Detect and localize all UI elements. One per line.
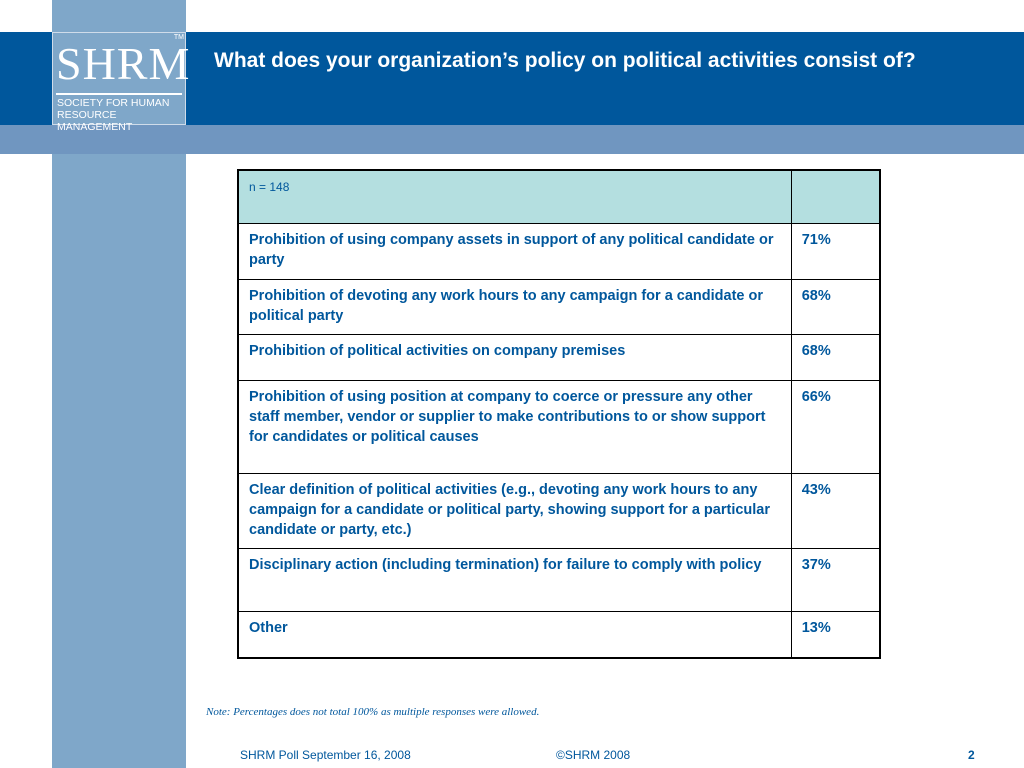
logo-tagline: SOCIETY FOR HUMAN RESOURCE MANAGEMENT (57, 97, 170, 133)
row-label: Prohibition of using company assets in s… (237, 223, 792, 280)
logo-divider (56, 93, 182, 95)
logo-box: TM SHRM SOCIETY FOR HUMAN RESOURCE MANAG… (52, 32, 191, 133)
table-row: Clear definition of political activities… (237, 473, 881, 549)
logo-letters: SHRM (56, 38, 191, 89)
row-label: Prohibition of devoting any work hours t… (237, 279, 792, 335)
header-value-cell (790, 169, 881, 224)
table-row: Prohibition of using position at company… (237, 380, 881, 474)
row-value: 37% (790, 548, 881, 612)
row-label: Clear definition of political activities… (237, 473, 792, 549)
row-label: Disciplinary action (including terminati… (237, 548, 792, 612)
row-value: 71% (790, 223, 881, 280)
table-row: Other 13% (237, 611, 881, 658)
table-row: Prohibition of devoting any work hours t… (237, 279, 881, 335)
footer-source: SHRM Poll September 16, 2008 (240, 748, 411, 762)
row-value: 68% (790, 334, 881, 381)
row-value: 13% (790, 611, 881, 658)
table-row: Prohibition of using company assets in s… (237, 223, 881, 280)
table-header-row: n = 148 (237, 169, 881, 224)
slide-title: What does your organization’s policy on … (214, 49, 916, 72)
page-number: 2 (968, 748, 975, 762)
sub-band (0, 125, 1024, 154)
table-row: Prohibition of political activities on c… (237, 334, 881, 381)
row-value: 68% (790, 279, 881, 335)
results-table-wrapper: n = 148 Prohibition of using company ass… (237, 169, 881, 659)
row-value: 43% (790, 473, 881, 549)
results-table: n = 148 Prohibition of using company ass… (237, 169, 881, 659)
table-row: Disciplinary action (including terminati… (237, 548, 881, 612)
footnote: Note: Percentages does not total 100% as… (206, 706, 540, 718)
row-label: Prohibition of using position at company… (237, 380, 792, 474)
sample-size-cell: n = 148 (237, 169, 792, 224)
row-label: Prohibition of political activities on c… (237, 334, 792, 381)
row-label: Other (237, 611, 792, 658)
footer-copyright: ©SHRM 2008 (556, 748, 631, 762)
logo-trademark: TM (173, 34, 184, 41)
shrm-logo: TM SHRM SOCIETY FOR HUMAN RESOURCE MANAG… (52, 32, 191, 133)
row-value: 66% (790, 380, 881, 474)
